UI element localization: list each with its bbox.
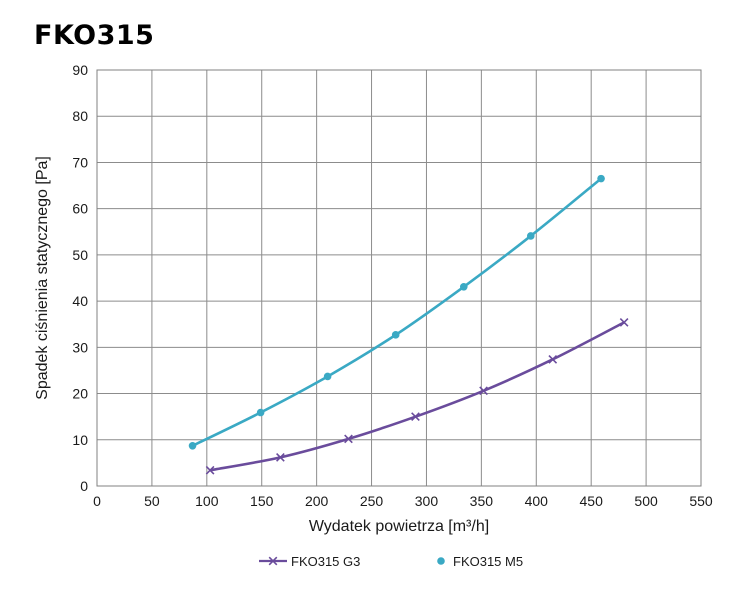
series-line: [191, 177, 602, 447]
data-point: [619, 318, 629, 327]
legend-label: FKO315 M5: [453, 554, 523, 569]
data-point: [256, 408, 265, 417]
y-tick-label: 80: [72, 108, 88, 124]
data-point: [391, 331, 400, 339]
chart-title: FKO315: [34, 20, 155, 51]
x-tick-label: 450: [580, 493, 604, 509]
y-tick-label: 70: [72, 154, 88, 170]
x-tick-label: 250: [360, 493, 384, 509]
data-point: [459, 282, 468, 291]
x-tick-label: 100: [195, 493, 219, 509]
series-group: [188, 174, 629, 475]
y-tick-label: 50: [72, 247, 88, 263]
y-tick-label: 90: [72, 62, 88, 78]
data-point: [548, 354, 558, 364]
legend-item: FKO315 M5: [437, 554, 523, 569]
legend: FKO315 G3 FKO315 M5: [259, 554, 523, 569]
y-tick-label: 20: [72, 386, 88, 402]
data-point: [411, 412, 420, 422]
series-line: [209, 321, 625, 472]
legend-item: FKO315 G3: [259, 554, 360, 569]
y-tick-label: 10: [72, 432, 88, 448]
data-point: [205, 465, 215, 475]
plot-frame: [96, 69, 702, 487]
x-tick-label: 50: [144, 493, 160, 509]
legend-marker: [268, 556, 278, 566]
series-1: [205, 318, 629, 475]
data-point: [597, 174, 605, 183]
legend-marker: [437, 557, 445, 565]
x-tick-label: 550: [689, 493, 713, 509]
data-point: [276, 452, 285, 462]
x-tick-labels: 0 50 100 150 200 250 300 350 400 450 500 550: [93, 493, 713, 509]
data-point: [526, 232, 535, 240]
data-point: [323, 372, 332, 381]
y-tick-label: 0: [80, 478, 88, 494]
x-tick-label: 0: [93, 493, 101, 509]
data-point: [344, 434, 353, 444]
x-tick-label: 200: [305, 493, 329, 509]
x-tick-label: 400: [525, 493, 549, 509]
data-point: [188, 441, 197, 450]
x-tick-label: 300: [415, 493, 439, 509]
x-axis-label: Wydatek powietrza [m³/h]: [309, 518, 489, 535]
y-tick-label: 40: [72, 293, 88, 309]
y-tick-label: 60: [72, 201, 88, 217]
x-tick-label: 150: [250, 493, 274, 509]
legend-label: FKO315 G3: [291, 554, 360, 569]
y-tick-label: 30: [72, 339, 88, 355]
x-tick-label: 500: [634, 493, 658, 509]
series-2: [188, 174, 605, 450]
data-point: [479, 386, 488, 396]
y-axis-label: Spadek ciśnienia statycznego [Pa]: [34, 156, 51, 400]
x-tick-label: 350: [470, 493, 494, 509]
y-tick-labels: 0 10 20 30 40 50 60 70 80 90: [72, 62, 88, 494]
